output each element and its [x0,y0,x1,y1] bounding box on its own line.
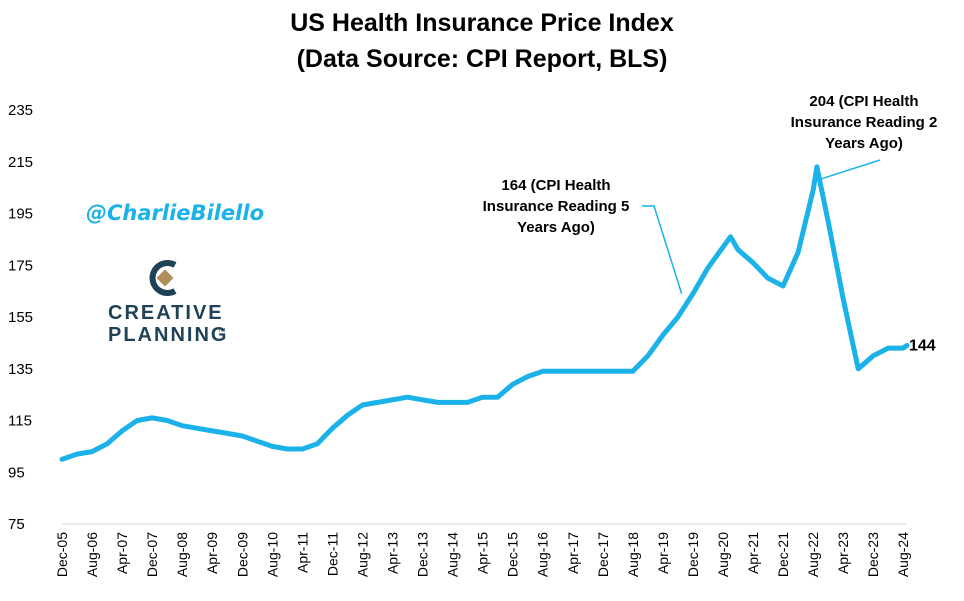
x-tick-label: Dec-13 [415,532,431,577]
x-tick-label: Aug-06 [84,532,100,577]
x-tick-label: Apr-21 [745,532,761,574]
y-tick-label: 215 [8,154,33,171]
x-tick-label: Aug-24 [895,532,911,577]
logo-text-planning: PLANNING [108,324,228,346]
x-tick-label: Aug-20 [715,532,731,577]
x-tick-label: Dec-09 [234,532,250,577]
creative-planning-c-logo-icon [149,260,177,296]
annotation-connector [816,159,881,181]
annotation-text-line: Years Ago) [517,219,595,236]
x-tick-label: Apr-19 [655,532,671,574]
y-tick-label: 195 [8,206,33,223]
annotation-text-line: Years Ago) [825,135,903,152]
x-tick-label: Aug-18 [625,532,641,577]
x-tick-label: Apr-11 [294,532,310,573]
x-tick-label: Dec-07 [144,532,160,577]
y-tick-label: 235 [8,102,33,119]
x-tick-label: Dec-23 [865,532,881,577]
x-tick-label: Apr-17 [565,532,581,574]
x-tick-label: Dec-17 [595,532,611,577]
y-tick-label: 175 [8,257,33,274]
chart-title-line2: (Data Source: CPI Report, BLS) [297,45,668,73]
x-tick-label: Dec-05 [54,532,70,577]
x-tick-label: Apr-09 [204,532,220,574]
logo-text-creative: CREATIVE [108,302,224,324]
logo-trademark: TM [218,328,225,334]
x-tick-label: Dec-21 [775,532,791,577]
x-tick-label: Aug-16 [535,532,551,577]
annotation-text-line: 164 (CPI Health [501,177,610,194]
x-tick-label: Aug-12 [354,532,370,577]
x-tick-label: Apr-07 [114,532,130,574]
creative-planning-logo: CREATIVE PLANNING TM [108,260,228,346]
y-tick-label: 135 [8,361,33,378]
annotation-text-line: Insurance Reading 5 [483,198,630,215]
annotation-text-line: 204 (CPI Health [809,93,918,110]
end-value-label: 144 [909,337,936,354]
x-tick-label: Apr-15 [475,532,491,574]
x-tick-label: Dec-19 [685,532,701,577]
y-tick-label: 155 [8,309,33,326]
y-tick-label: 75 [8,516,25,533]
x-tick-label: Dec-15 [505,532,521,577]
x-tick-label: Aug-08 [174,532,190,577]
watermark-handle: @CharlieBilello [86,201,264,225]
chart-title-line1: US Health Insurance Price Index [290,9,674,37]
x-tick-label: Aug-14 [445,532,461,577]
x-tick-label: Dec-11 [324,532,340,576]
x-tick-label: Apr-23 [835,532,851,574]
x-tick-label: Aug-10 [264,532,280,577]
y-axis: 75 95 115 135 155 175 195 215 235 [8,102,33,533]
x-tick-label: Aug-22 [805,532,821,577]
y-tick-label: 95 [8,464,25,481]
annotation-connectors [642,159,881,294]
x-tick-label: Apr-13 [384,532,400,574]
series-line-health-insurance [59,164,910,462]
x-axis: Dec-05 Aug-06 Apr-07 Dec-07 Aug-08 Apr-09 Dec-… [54,532,911,577]
annotation-connector [642,205,683,294]
y-tick-label: 115 [8,413,32,430]
annotation-text-line: Insurance Reading 2 [791,114,938,131]
annotations: 164 (CPI Health Insurance Reading 5 Years … [483,93,938,236]
